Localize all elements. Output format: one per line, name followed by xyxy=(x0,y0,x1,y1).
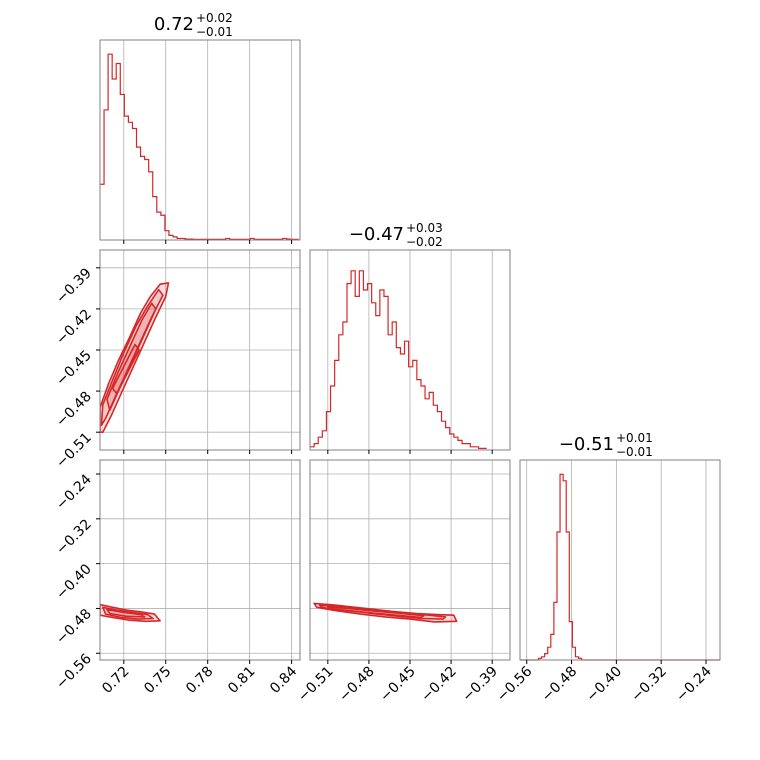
hist-2-xtick-label: −0.48 xyxy=(539,664,581,706)
hist-panel-0 xyxy=(99,39,301,241)
joint-1-2-xtick-label: −0.39 xyxy=(459,664,501,706)
title-lower-error: −0.01 xyxy=(616,445,653,459)
contour-group xyxy=(313,602,458,623)
title-param-0: 0.72 +0.02−0.01 xyxy=(154,11,233,39)
joint-panel-0-2-bg xyxy=(100,460,300,660)
hist-2-xtick-label: −0.40 xyxy=(584,664,626,706)
title-value: 0.72 xyxy=(154,14,194,35)
joint-frame-0-2 xyxy=(99,459,301,661)
hist-2-xtick-label: −0.56 xyxy=(494,663,536,705)
hist-2-xtick-label: −0.24 xyxy=(673,663,715,705)
joint-0-1-ytick-label: −0.42 xyxy=(53,306,95,348)
title-param-2: −0.51 +0.01−0.01 xyxy=(559,431,653,459)
joint-1-2-xtick-label: −0.42 xyxy=(418,664,460,706)
joint-0-1-ytick-label: −0.45 xyxy=(53,348,95,390)
joint-panel-0-2 xyxy=(99,459,301,661)
hist-panel-2-bg xyxy=(520,460,720,660)
joint-0-2-xtick-label: 0.81 xyxy=(225,664,258,697)
joint-0-2-xtick-label: 0.84 xyxy=(267,663,300,696)
joint-0-2-xtick-label: 0.78 xyxy=(183,664,216,697)
joint-0-1-ytick-label: −0.39 xyxy=(53,265,95,307)
hist-frame-2 xyxy=(519,459,721,661)
contour-group xyxy=(100,282,170,434)
joint-0-1-ytick-label: −0.51 xyxy=(53,430,95,472)
hist-panel-0-bg xyxy=(100,40,300,240)
contour-level-1 xyxy=(100,288,164,427)
joint-panel-1-2 xyxy=(309,459,511,661)
joint-0-2-ytick-label: −0.32 xyxy=(53,516,95,558)
title-value: −0.51 xyxy=(559,434,614,455)
title-upper-error: +0.01 xyxy=(616,431,653,445)
joint-0-2-ytick-label: −0.56 xyxy=(53,651,95,693)
joint-0-2-ytick-label: −0.40 xyxy=(53,561,95,603)
hist-2-xtick-label: −0.32 xyxy=(628,664,670,706)
hist-panel-2 xyxy=(519,459,721,661)
joint-0-2-ytick-label: −0.24 xyxy=(53,471,95,513)
title-upper-error: +0.02 xyxy=(196,11,233,25)
joint-0-2-xtick-label: 0.75 xyxy=(141,664,174,697)
hist-panel-1 xyxy=(309,249,511,451)
contour-level-2 xyxy=(106,302,157,412)
hist-step-1 xyxy=(310,270,487,449)
joint-0-2-xtick-label: 0.72 xyxy=(99,664,132,697)
title-value: −0.47 xyxy=(349,224,404,245)
contour-level-3 xyxy=(111,343,140,395)
contour-level-2 xyxy=(326,605,425,619)
joint-0-1-ytick-label: −0.48 xyxy=(53,389,95,431)
title-lower-error: −0.02 xyxy=(406,235,443,249)
title-param-1: −0.47 +0.03−0.02 xyxy=(349,221,443,249)
joint-1-2-xtick-label: −0.48 xyxy=(336,664,378,706)
joint-1-2-xtick-label: −0.45 xyxy=(377,664,419,706)
contour-group xyxy=(100,603,161,623)
joint-1-2-xtick-label: −0.51 xyxy=(295,664,337,706)
hist-frame-0 xyxy=(99,39,301,241)
title-lower-error: −0.01 xyxy=(196,25,233,39)
hist-step-0 xyxy=(100,53,299,240)
joint-0-2-ytick-label: −0.48 xyxy=(53,606,95,648)
joint-panel-0-1 xyxy=(99,249,301,451)
title-upper-error: +0.03 xyxy=(406,221,443,235)
contour-level-2 xyxy=(106,608,146,618)
